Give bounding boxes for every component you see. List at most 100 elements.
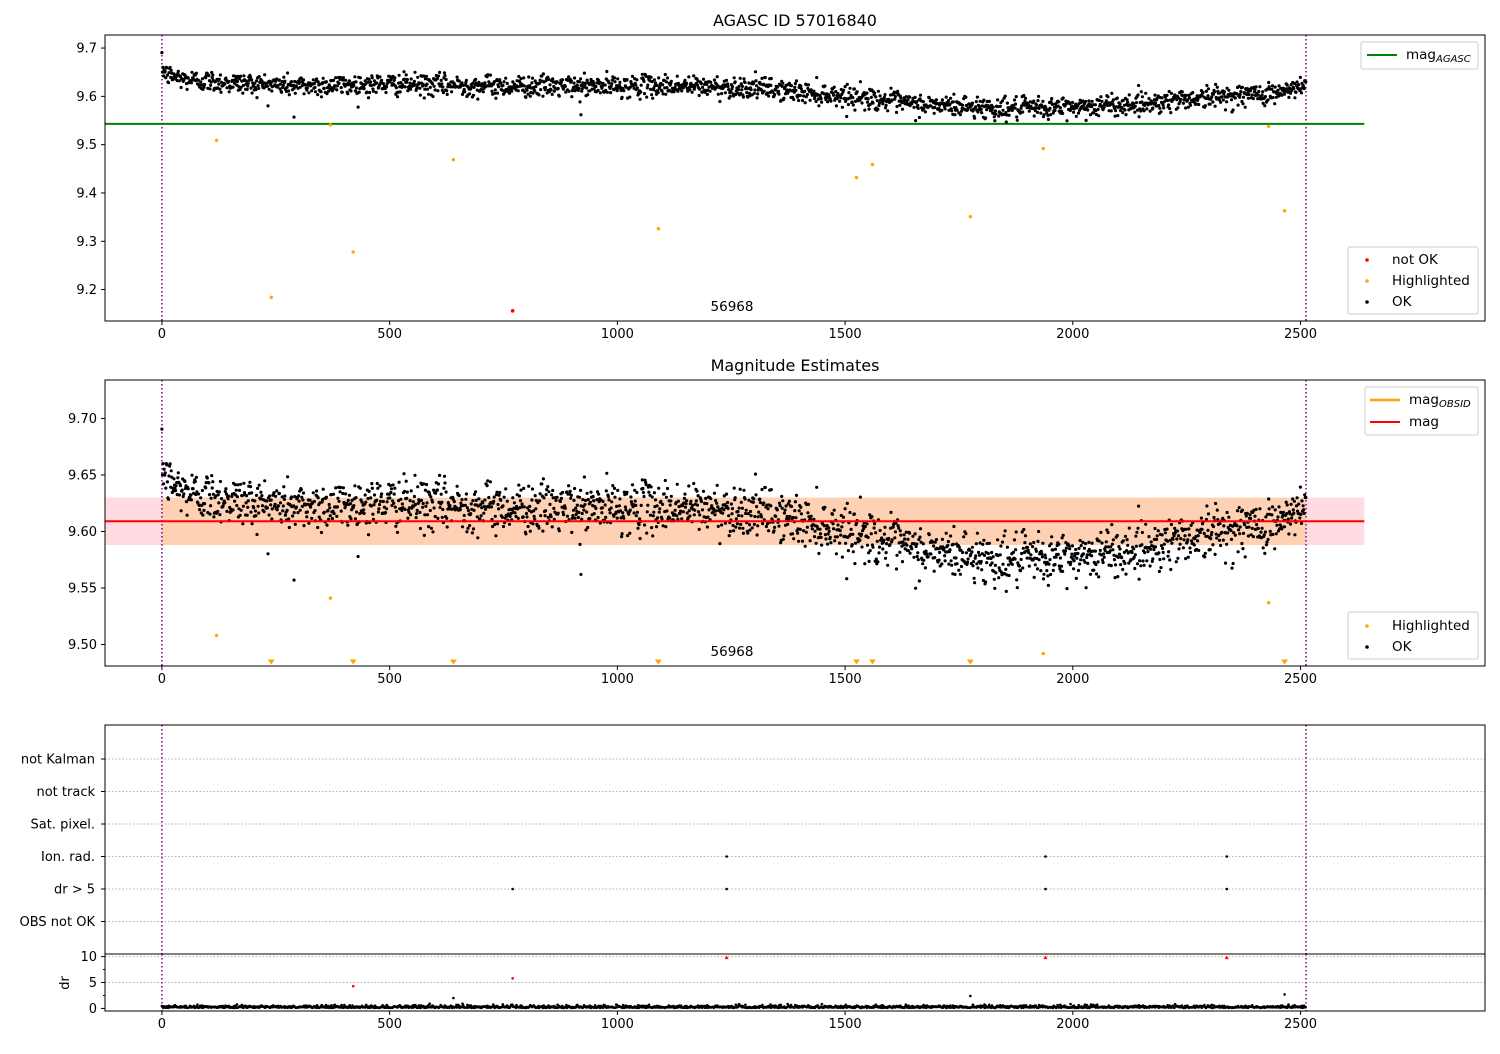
- ok-point: [1116, 575, 1119, 578]
- ok-point: [973, 577, 976, 580]
- ok-point: [947, 563, 950, 566]
- ok-point: [286, 509, 289, 512]
- ok-point: [824, 537, 827, 540]
- ok-point: [1277, 505, 1280, 508]
- ok-point: [190, 474, 193, 477]
- ok-point: [498, 78, 501, 81]
- ok-point: [691, 91, 694, 94]
- ok-point: [979, 541, 982, 544]
- ok-point: [239, 483, 242, 486]
- ok-point: [1024, 97, 1027, 100]
- ok-point: [781, 82, 784, 85]
- ok-point: [419, 527, 422, 530]
- ok-point: [1205, 84, 1208, 87]
- ok-point: [642, 80, 645, 83]
- ok-point: [895, 111, 898, 114]
- ok-point: [576, 504, 579, 507]
- ok-point: [288, 93, 291, 96]
- ok-point: [801, 540, 804, 543]
- ok-point: [976, 96, 979, 99]
- ok-point: [950, 564, 953, 567]
- ok-point: [1135, 531, 1138, 534]
- ok-point: [965, 551, 968, 554]
- ok-point: [544, 509, 547, 512]
- ok-point: [642, 491, 645, 494]
- ok-point: [652, 511, 655, 514]
- ok-point: [1171, 538, 1174, 541]
- ok-point: [249, 485, 252, 488]
- ok-point: [959, 573, 962, 576]
- ok-point: [793, 509, 796, 512]
- ok-point: [336, 505, 339, 508]
- ok-point: [1118, 547, 1121, 550]
- ok-point: [522, 487, 525, 490]
- ok-point: [1235, 524, 1238, 527]
- ok-point: [994, 564, 997, 567]
- ok-point: [1232, 108, 1235, 111]
- ok-point: [1176, 529, 1179, 532]
- ok-point: [1039, 112, 1042, 115]
- ok-point: [279, 501, 282, 504]
- ok-point: [201, 514, 204, 517]
- ok-point: [1147, 535, 1150, 538]
- ok-point: [1242, 96, 1245, 99]
- ok-point: [1036, 540, 1039, 543]
- ok-point: [753, 88, 756, 91]
- ok-point: [657, 487, 660, 490]
- dr-point: [340, 1004, 343, 1007]
- ok-point: [1158, 107, 1161, 110]
- ok-point: [649, 88, 652, 91]
- ok-point: [373, 493, 376, 496]
- ok-point: [892, 525, 895, 528]
- ok-point: [1028, 565, 1031, 568]
- ok-point: [365, 91, 368, 94]
- ok-point: [1046, 574, 1049, 577]
- ok-point: [1249, 517, 1252, 520]
- ok-point: [423, 534, 426, 537]
- ok-point: [202, 509, 205, 512]
- ok-point: [929, 552, 932, 555]
- ok-point: [733, 487, 736, 490]
- ok-point: [322, 488, 325, 491]
- ok-point: [286, 71, 289, 74]
- ok-point: [246, 514, 249, 517]
- ok-point: [1014, 103, 1017, 106]
- ok-point: [621, 532, 624, 535]
- ok-point: [1098, 99, 1101, 102]
- ok-point: [736, 510, 739, 513]
- ok-point: [348, 79, 351, 82]
- ok-point: [604, 83, 607, 86]
- ok-point: [239, 514, 242, 517]
- ok-point: [1145, 559, 1148, 562]
- agasc-ytick-label: 9.7: [76, 42, 97, 57]
- ok-point: [961, 104, 964, 107]
- ok-point: [440, 493, 443, 496]
- ok-point: [319, 90, 322, 93]
- ok-point: [1210, 531, 1213, 534]
- ok-point: [1059, 106, 1062, 109]
- ok-point: [737, 514, 740, 517]
- ok-point: [860, 533, 863, 536]
- ok-point: [1236, 509, 1239, 512]
- ok-point: [918, 116, 921, 119]
- ok-point: [384, 511, 387, 514]
- ok-point: [824, 533, 827, 536]
- ok-point: [1068, 547, 1071, 550]
- ok-point: [1255, 85, 1258, 88]
- ok-point: [1227, 516, 1230, 519]
- ok-point: [1247, 526, 1250, 529]
- ok-point: [715, 502, 718, 505]
- ok-point: [766, 91, 769, 94]
- ok-point: [257, 84, 260, 87]
- ok-point: [685, 499, 688, 502]
- ok-point: [489, 480, 492, 483]
- ok-point: [1036, 99, 1039, 102]
- ok-point: [568, 90, 571, 93]
- ok-point: [513, 511, 516, 514]
- ok-point: [1097, 575, 1100, 578]
- ok-point: [848, 87, 851, 90]
- ok-point: [533, 515, 536, 518]
- ok-point: [527, 525, 530, 528]
- ok-point: [531, 522, 534, 525]
- ok-point: [735, 517, 738, 520]
